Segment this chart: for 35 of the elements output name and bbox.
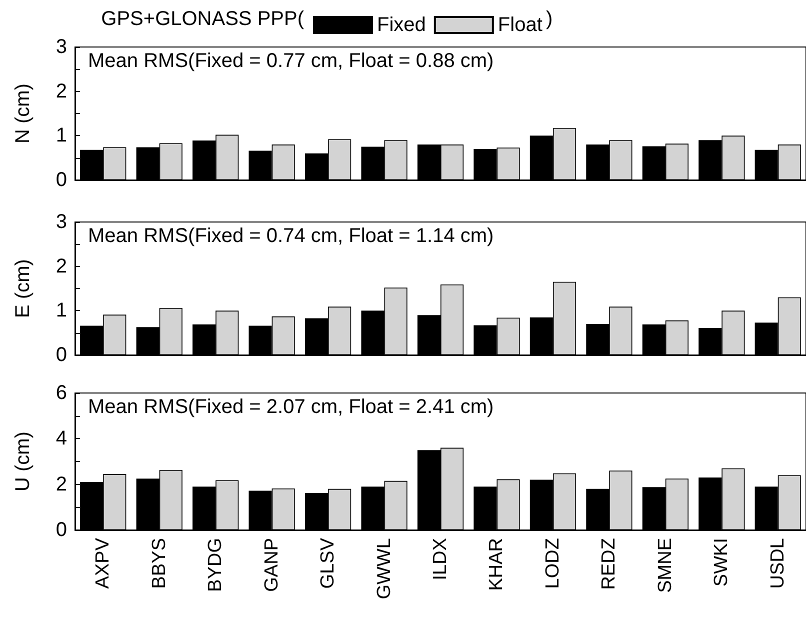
legend-label: Fixed [377, 14, 426, 36]
x-tick-label: GANP [261, 538, 282, 592]
text: ) [546, 8, 553, 30]
x-tick-label: GWWL [374, 538, 395, 600]
x-tick-label: SWKI [711, 538, 732, 587]
y-tick-label: 1 [56, 300, 67, 322]
annotation: Mean RMS(Fixed = 0.77 cm, Float = 0.88 cm) [88, 50, 494, 72]
x-tick-label: GLSV [318, 538, 339, 589]
chart-title: GPS+GLONASS PPP( [101, 8, 304, 30]
y-tick-label: 0 [56, 519, 67, 541]
y-tick-label: 2 [56, 255, 67, 278]
x-tick-label: LODZ [542, 538, 564, 589]
y-tick-label: 3 [56, 36, 67, 58]
y-tick-label: 0 [56, 169, 67, 191]
annotation: Mean RMS(Fixed = 0.74 cm, Float = 1.14 cm) [88, 225, 494, 247]
legend-label: Float [498, 14, 543, 36]
x-tick-label: SMNE [654, 538, 676, 593]
x-tick-label: ILDX [430, 538, 451, 580]
y-tick-label: 2 [56, 80, 67, 102]
annotation: Mean RMS(Fixed = 2.07 cm, Float = 2.41 cm) [88, 396, 494, 418]
y-tick-label: 6 [56, 382, 67, 404]
y-tick-label: 2 [56, 473, 67, 496]
y-tick-label: 3 [56, 211, 67, 233]
x-tick-label: USDL [767, 538, 788, 589]
y-axis-title: E (cm) [12, 259, 34, 318]
y-tick-label: 0 [56, 344, 67, 366]
y-axis-title: U (cm) [12, 432, 34, 492]
x-tick-label: KHAR [486, 538, 508, 591]
y-tick-label: 4 [56, 428, 67, 450]
x-tick-label: AXPV [92, 538, 114, 589]
x-tick-label: BBYS [148, 538, 170, 589]
x-tick-label: REDZ [598, 538, 620, 590]
y-tick-label: 1 [56, 124, 67, 147]
x-tick-label: BYDG [205, 538, 226, 592]
y-axis-title: N (cm) [12, 84, 34, 144]
